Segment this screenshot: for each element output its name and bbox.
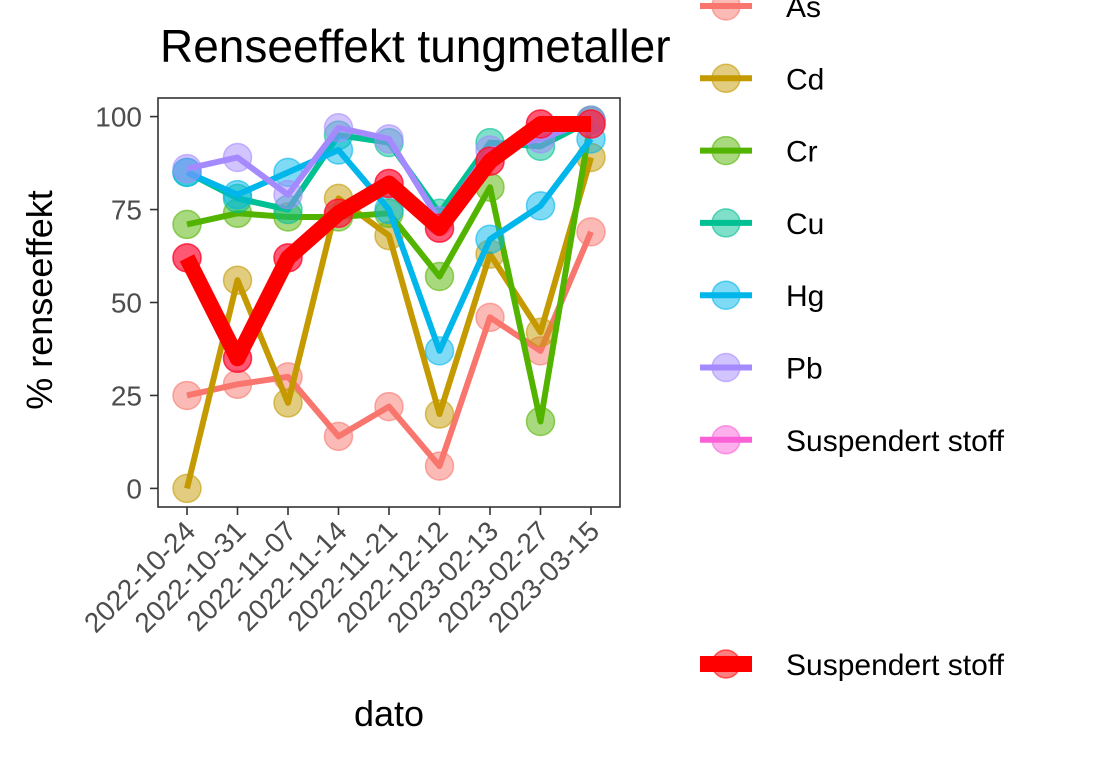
series-cd-point xyxy=(525,317,556,347)
series-hg-point xyxy=(222,179,253,210)
series-cd-point xyxy=(424,399,455,429)
series-cd-point xyxy=(273,388,303,418)
x-axis: 2022-10-242022-10-312022-11-072022-11-14… xyxy=(78,507,605,639)
y-tick-label: 50 xyxy=(111,288,142,319)
legend-item-cu-label: Cu xyxy=(786,208,824,241)
legend-item-cr: Cr xyxy=(700,136,818,169)
y-axis-title: % renseeffekt xyxy=(19,190,60,409)
legend-item-pb: Pb xyxy=(700,353,823,386)
legend-item-cd-label: Cd xyxy=(786,63,824,96)
legend-item-cu: Cu xyxy=(700,208,824,241)
series-pb-point xyxy=(273,179,303,210)
series-highlight-suspendert-stoff-point xyxy=(374,168,404,199)
series-pb-point xyxy=(323,112,354,143)
series-as-point xyxy=(576,217,606,247)
plot-area xyxy=(172,105,606,504)
series-pb-point xyxy=(172,153,202,184)
series-as-point xyxy=(323,421,354,452)
series-cr-point xyxy=(525,406,556,437)
legend-item-cr-key-point xyxy=(711,135,741,166)
series-as-point xyxy=(374,391,404,422)
series-highlight-suspendert-stoff-point xyxy=(424,213,455,243)
legend-item-cd-key-point xyxy=(711,63,741,94)
series-cd-point xyxy=(222,265,253,295)
series-highlight-suspendert-stoff xyxy=(172,109,606,374)
legend-item-as: As xyxy=(700,0,821,24)
legend-item-cu-key-point xyxy=(711,208,741,238)
legend-item-hg-key-point xyxy=(711,280,741,310)
y-axis: 0 25 50 75 100 xyxy=(95,102,158,504)
x-axis-title: dato xyxy=(354,693,424,734)
series-as-point xyxy=(424,451,455,481)
legend-item-as-label: As xyxy=(786,0,821,24)
legend-item-suspendert-stoff: Suspendert stoff xyxy=(700,425,1005,458)
series-as-point xyxy=(475,302,505,333)
series-pb-point xyxy=(222,142,253,173)
legend-item-pb-key-point xyxy=(711,352,741,383)
legend-item-cd: Cd xyxy=(700,63,824,96)
legend-item-hg-label: Hg xyxy=(786,280,824,313)
series-as-point xyxy=(172,380,202,411)
legend-item-highlight-suspendert-stoff-key-point xyxy=(711,649,741,679)
series-hg-point xyxy=(525,191,556,221)
legend-item-cr-label: Cr xyxy=(786,136,818,169)
chart-title: Renseeffekt tungmetaller xyxy=(160,20,671,72)
legend-item-hg: Hg xyxy=(700,280,824,313)
series-highlight-suspendert-stoff-point xyxy=(222,343,253,374)
series-highlight-suspendert-stoff-point xyxy=(576,109,606,139)
series-hg-point xyxy=(424,336,455,366)
series-cr-point xyxy=(172,209,202,240)
legend-item-suspendert-stoff-label: Suspendert stoff xyxy=(786,425,1005,458)
series-hg-point xyxy=(475,224,505,255)
series-highlight-suspendert-stoff-point xyxy=(475,146,505,176)
legend-item-highlight-suspendert-stoff: Suspendert stoff xyxy=(700,649,1005,682)
y-tick-label: 25 xyxy=(111,380,142,411)
series-highlight-suspendert-stoff-point xyxy=(273,243,303,273)
legend-item-pb-label: Pb xyxy=(786,353,823,386)
legend-item-as-key-point xyxy=(711,0,741,21)
y-tick-label: 75 xyxy=(111,195,142,226)
y-tick-label: 0 xyxy=(126,473,142,504)
series-highlight-suspendert-stoff-point xyxy=(525,109,556,139)
series-highlight-suspendert-stoff-point xyxy=(323,198,354,229)
series-cd-point xyxy=(172,473,202,504)
legend-item-suspendert-stoff-key-point xyxy=(711,425,741,455)
legend: As Cd Cr Cu Hg Pb Suspendert stoff Suspendert s… xyxy=(700,0,1005,682)
series-as-point xyxy=(222,369,253,400)
series-cr-point xyxy=(424,261,455,292)
series-highlight-suspendert-stoff-point xyxy=(172,243,202,273)
series-pb-point xyxy=(374,124,404,154)
y-tick-label: 100 xyxy=(95,102,142,133)
legend-item-highlight-suspendert-stoff-label: Suspendert stoff xyxy=(786,649,1005,682)
